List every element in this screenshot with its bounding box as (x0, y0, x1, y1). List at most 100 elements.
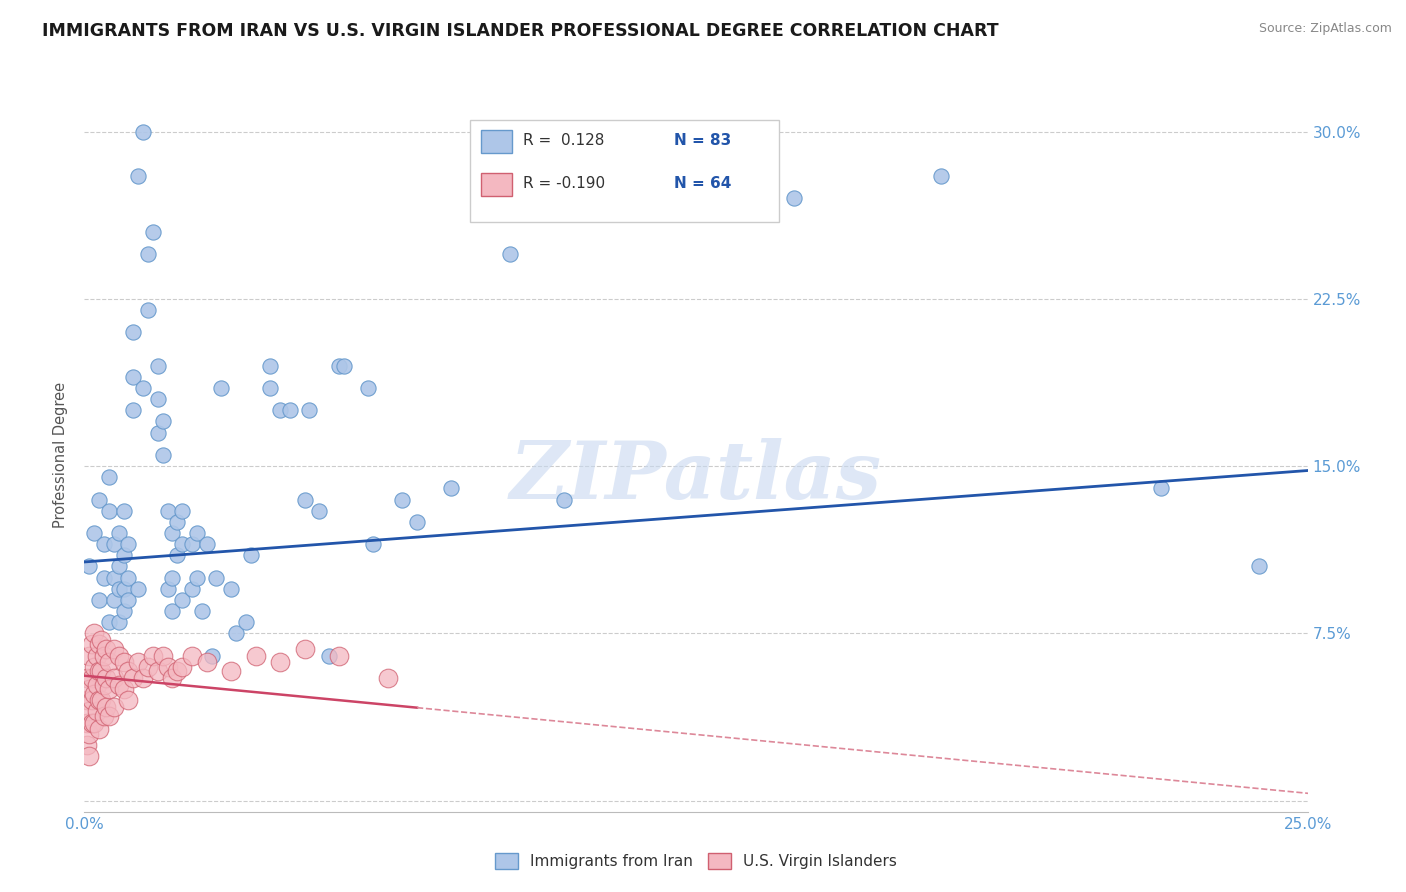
Point (112, 655, 135, 669)
Point (172, 592, 194, 607)
Point (103, 642, 125, 657)
Point (259, 359, 281, 373)
Point (181, 582, 204, 596)
Point (87, 693, 110, 707)
Legend: Immigrants from Iran, U.S. Virgin Islanders: Immigrants from Iran, U.S. Virgin Island… (489, 847, 903, 875)
Point (117, 664, 139, 678)
Point (269, 403, 291, 417)
Point (239, 548, 262, 563)
Point (186, 571, 208, 585)
Point (132, 671, 155, 685)
Point (103, 537, 125, 551)
Point (93, 678, 115, 692)
Point (156, 503, 179, 517)
Point (112, 604, 135, 618)
Point (553, 492, 575, 507)
Point (166, 664, 188, 678)
Point (235, 615, 257, 630)
Point (391, 492, 413, 507)
Point (328, 648, 350, 663)
Point (77, 559, 100, 574)
Point (1247, 559, 1270, 574)
Point (162, 526, 184, 541)
Point (166, 548, 188, 563)
Point (200, 648, 222, 663)
Point (80, 637, 103, 651)
Point (87, 723, 110, 737)
Point (181, 648, 204, 663)
Point (90, 664, 112, 678)
Text: N = 83: N = 83 (673, 134, 731, 148)
Point (122, 671, 145, 685)
Point (96, 699, 118, 714)
Point (86, 648, 108, 663)
Point (77, 749, 100, 764)
Point (308, 503, 330, 517)
Text: IMMIGRANTS FROM IRAN VS U.S. VIRGIN ISLANDER PROFESSIONAL DEGREE CORRELATION CHA: IMMIGRANTS FROM IRAN VS U.S. VIRGIN ISLA… (42, 22, 998, 40)
Point (83, 526, 105, 541)
Point (245, 648, 267, 663)
Point (152, 414, 174, 428)
Point (107, 582, 129, 596)
Point (90, 693, 112, 707)
Point (162, 604, 184, 618)
Point (80, 693, 103, 707)
Text: ZIPatlas: ZIPatlas (510, 438, 882, 515)
Point (103, 571, 125, 585)
Point (107, 615, 129, 630)
Text: R = -0.190: R = -0.190 (523, 177, 605, 191)
Point (146, 392, 169, 407)
Point (172, 503, 194, 517)
Point (107, 559, 129, 574)
Point (127, 169, 149, 183)
Point (298, 403, 321, 417)
Point (93, 648, 115, 663)
Point (93, 537, 115, 551)
Point (122, 403, 145, 417)
Point (156, 660, 179, 674)
Point (205, 571, 228, 585)
Point (127, 582, 149, 596)
Point (80, 715, 103, 730)
Point (86, 678, 108, 692)
Point (929, 169, 952, 183)
Point (162, 571, 184, 585)
Point (328, 359, 350, 373)
Point (195, 537, 218, 551)
Point (90, 633, 112, 648)
Point (107, 678, 129, 692)
Point (77, 681, 100, 696)
Point (377, 671, 399, 685)
Point (186, 526, 208, 541)
Text: R =  0.128: R = 0.128 (523, 134, 605, 148)
Point (97, 708, 120, 723)
Point (225, 626, 247, 640)
Point (103, 671, 125, 685)
Point (332, 359, 354, 373)
Point (146, 664, 169, 678)
Point (357, 381, 380, 395)
Point (93, 571, 115, 585)
Point (440, 481, 463, 495)
Point (127, 655, 149, 669)
Point (499, 247, 522, 261)
Point (122, 369, 145, 384)
Point (117, 537, 139, 551)
Point (152, 648, 174, 663)
Point (152, 448, 174, 462)
Point (162, 671, 184, 685)
Point (112, 681, 135, 696)
Point (87, 492, 110, 507)
Text: Source: ZipAtlas.com: Source: ZipAtlas.com (1258, 22, 1392, 36)
Point (107, 526, 129, 541)
Point (209, 381, 232, 395)
Point (87, 637, 110, 651)
Point (96, 671, 118, 685)
Point (136, 660, 159, 674)
Point (278, 403, 301, 417)
Point (103, 592, 125, 607)
Point (97, 503, 120, 517)
Text: N = 64: N = 64 (673, 177, 731, 191)
Point (783, 192, 806, 206)
Point (80, 671, 103, 685)
